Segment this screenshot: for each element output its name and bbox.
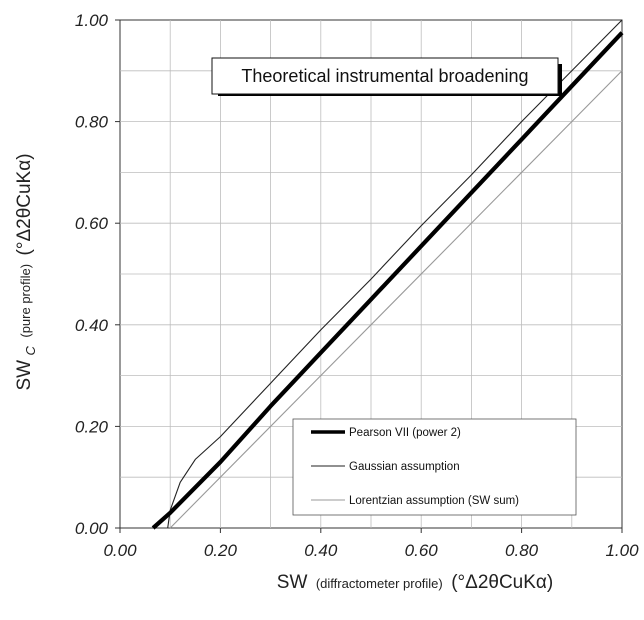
y-tick-label: 0.40 xyxy=(75,316,109,335)
chart-title: Theoretical instrumental broadening xyxy=(241,66,528,86)
series-line-1 xyxy=(167,19,623,529)
y-axis-label-unit: (°Δ2θCuKα) xyxy=(14,153,35,255)
legend-label-gaussian: Gaussian assumption xyxy=(349,461,460,473)
legend-label-pearson: Pearson VII (power 2) xyxy=(349,427,461,439)
y-axis-label-subscript: C xyxy=(23,345,38,355)
legend: Pearson VII (power 2) Gaussian assumptio… xyxy=(292,418,577,516)
y-tick-label: 0.60 xyxy=(75,214,109,233)
x-tick-label: 1.00 xyxy=(605,541,639,560)
y-tick-label: 0.80 xyxy=(75,113,109,132)
x-axis-label: SW (diffractometer profile) (°Δ2θCuKα) xyxy=(277,572,553,593)
x-tick-label: 0.80 xyxy=(505,541,539,560)
series-line-0 xyxy=(151,31,624,530)
x-tick-label: 0.40 xyxy=(304,541,338,560)
title-box: Theoretical instrumental broadening xyxy=(211,57,562,96)
y-tick-label: 0.00 xyxy=(75,519,109,538)
x-tick-label: 0.60 xyxy=(405,541,439,560)
x-tick-label: 0.00 xyxy=(103,541,137,560)
legend-label-lorentzian: Lorentzian assumption (SW sum) xyxy=(349,495,519,507)
x-tick-label: 0.20 xyxy=(204,541,238,560)
y-tick-label: 0.20 xyxy=(75,417,109,436)
y-tick-label: 1.00 xyxy=(75,11,109,30)
series-layer xyxy=(151,19,624,530)
y-axis-label: SW C (pure profile) (°Δ2θCuKα) xyxy=(14,153,39,390)
x-axis-label-unit: (°Δ2θCuKα) xyxy=(451,572,553,593)
x-axis-label-sub: (diffractometer profile) xyxy=(316,576,443,591)
y-axis-label-main: SW xyxy=(14,360,35,391)
y-tick-labels: 0.00 0.20 0.40 0.60 0.80 1.00 xyxy=(75,11,120,538)
x-axis-label-main: SW xyxy=(277,572,308,593)
x-tick-labels: 0.00 0.20 0.40 0.60 0.80 1.00 xyxy=(103,528,639,560)
y-axis-label-sub: (pure profile) xyxy=(18,264,33,338)
series-line-2 xyxy=(169,70,623,529)
